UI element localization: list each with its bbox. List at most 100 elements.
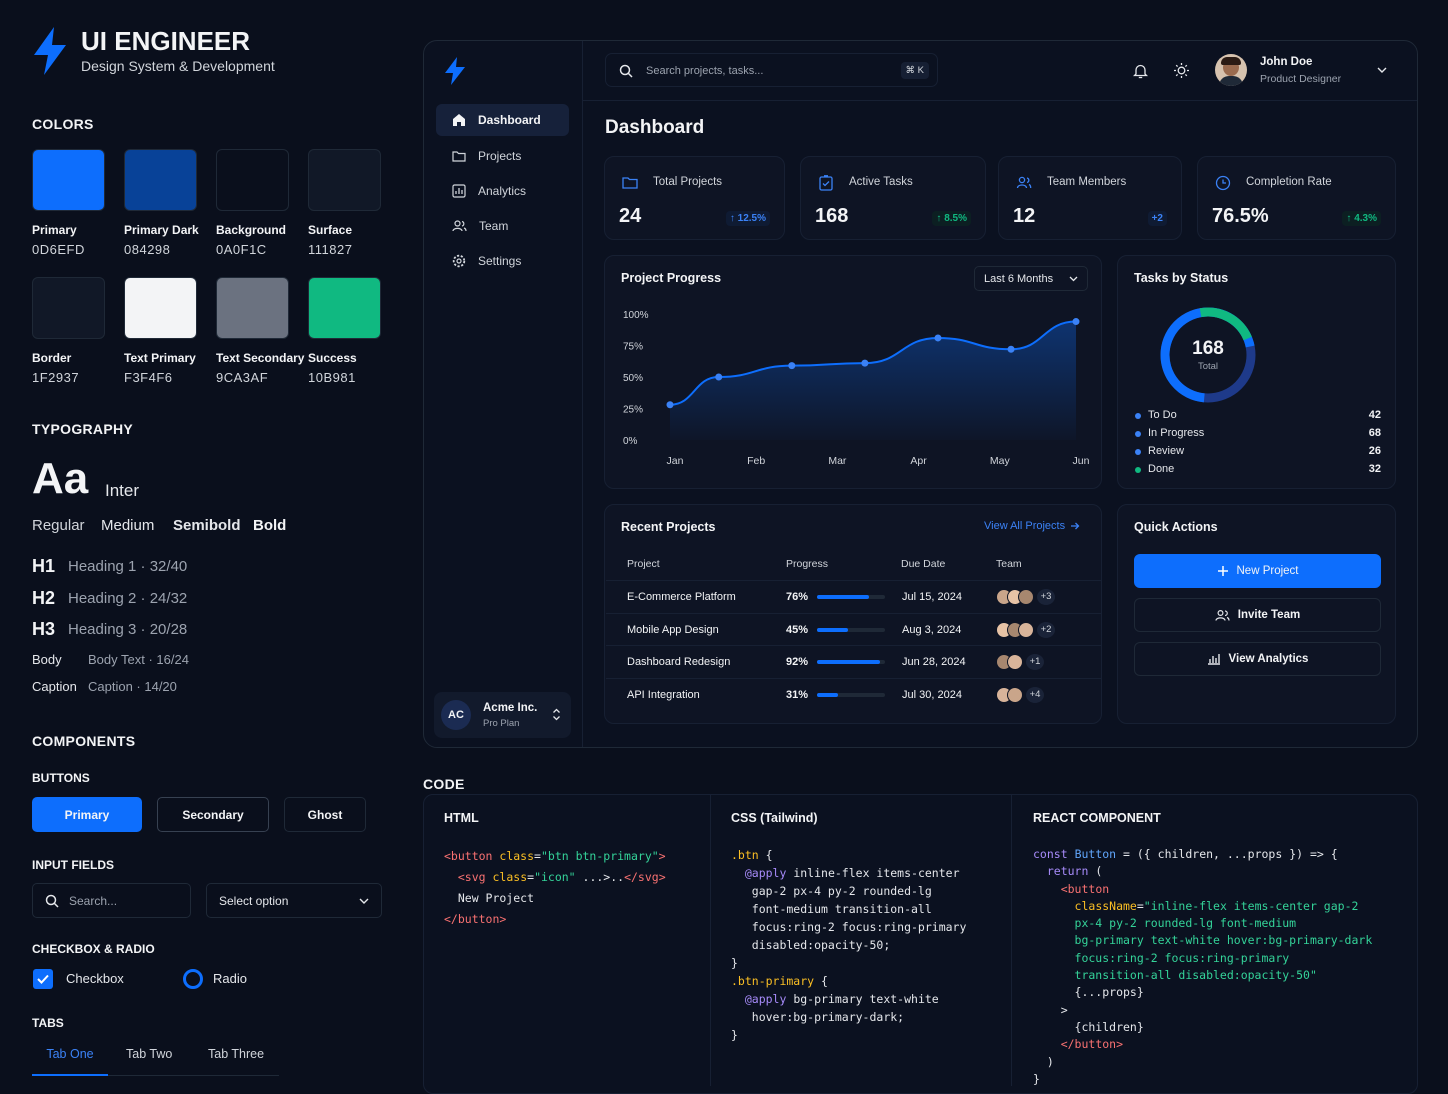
- y-tick-label: 75%: [623, 342, 643, 353]
- new-project-label: New Project: [1236, 565, 1299, 577]
- table-row[interactable]: Dashboard Redesign 92% Jun 28, 2024 +1: [606, 645, 1101, 677]
- data-point[interactable]: [934, 334, 942, 342]
- typography-heading: TYPOGRAPHY: [32, 421, 134, 437]
- col-due-date: Due Date: [901, 558, 946, 570]
- global-search-input[interactable]: Search projects, tasks... ⌘ K: [605, 53, 938, 87]
- progress-bar-fill: [817, 692, 839, 697]
- sidebar-item-analytics[interactable]: Analytics: [436, 175, 569, 207]
- color-swatch: [124, 277, 197, 339]
- team-avatar: [1007, 654, 1023, 670]
- secondary-button[interactable]: Secondary: [157, 797, 269, 832]
- chevron-down-icon: [359, 898, 369, 904]
- primary-button[interactable]: Primary: [32, 797, 142, 832]
- view-analytics-button[interactable]: View Analytics: [1134, 642, 1381, 676]
- sidebar-item-team[interactable]: Team: [436, 210, 569, 242]
- new-project-button[interactable]: New Project: [1134, 554, 1381, 588]
- tab-two[interactable]: Tab Two: [126, 1047, 173, 1061]
- range-select[interactable]: Last 6 Months: [974, 266, 1088, 291]
- project-progress-value: 92%: [786, 656, 809, 668]
- radio[interactable]: [183, 969, 203, 989]
- progress-bar-fill: [817, 595, 869, 599]
- project-due-date: Jun 28, 2024: [902, 656, 966, 668]
- search-icon: [45, 894, 59, 908]
- project-progress-value: 76%: [786, 591, 809, 603]
- color-swatch: [216, 277, 289, 339]
- swatch-name: Background: [216, 223, 287, 237]
- table-row[interactable]: API Integration 31% Jul 30, 2024 +4: [606, 677, 1101, 710]
- tab-three[interactable]: Tab Three: [208, 1047, 265, 1061]
- tab-one[interactable]: Tab One: [32, 1047, 108, 1076]
- user-avatar[interactable]: [1215, 54, 1247, 86]
- invite-team-button[interactable]: Invite Team: [1134, 598, 1381, 632]
- org-switcher[interactable]: AC Acme Inc. Pro Plan: [434, 692, 571, 738]
- tasks-total-value: 168: [1192, 338, 1224, 359]
- legend-label: Review: [1148, 445, 1185, 457]
- type-h3-tag: H3: [32, 619, 56, 639]
- html-code-title: HTML: [444, 811, 479, 825]
- select-input[interactable]: Select option: [206, 883, 382, 918]
- app-topbar-divider: [583, 100, 1417, 101]
- progress-bar: [817, 660, 885, 664]
- data-point[interactable]: [861, 359, 869, 367]
- team-extra-count: +2: [1037, 621, 1055, 638]
- inputs-heading: INPUT FIELDS: [32, 858, 115, 872]
- table-row[interactable]: Mobile App Design 45% Aug 3, 2024 +2: [606, 612, 1101, 645]
- type-caption-desc: Caption · 14/20: [88, 679, 177, 694]
- data-point[interactable]: [788, 362, 796, 370]
- data-point[interactable]: [715, 373, 723, 381]
- swatch-hex: 1F2937: [32, 370, 80, 385]
- project-due-date: Aug 3, 2024: [902, 623, 962, 636]
- checkbox[interactable]: [33, 969, 53, 989]
- weight-semibold: Semibold: [173, 517, 241, 534]
- sidebar-item-settings[interactable]: Settings: [436, 245, 569, 277]
- swatch-name: Text Secondary: [216, 351, 305, 365]
- stat-card-total-projects: Total Projects 24 ↑ 12.5%: [604, 156, 785, 240]
- data-point[interactable]: [666, 401, 674, 409]
- team-extra-count: +4: [1026, 686, 1044, 703]
- org-avatar: AC: [441, 700, 471, 730]
- weight-regular: Regular: [32, 517, 85, 534]
- gear-icon: [452, 254, 466, 268]
- sun-icon[interactable]: [1173, 62, 1190, 79]
- react-code-title: REACT COMPONENT: [1033, 811, 1161, 825]
- tasks-status-title: Tasks by Status: [1134, 271, 1229, 285]
- legend-todo: To Do 42: [1134, 408, 1381, 424]
- stat-badge: ↑ 8.5%: [932, 211, 971, 226]
- checkbox-label: Checkbox: [66, 971, 124, 986]
- stat-badge: ↑ 4.3%: [1342, 211, 1381, 226]
- view-analytics-label: View Analytics: [1228, 653, 1309, 665]
- colors-heading: COLORS: [32, 116, 94, 132]
- type-h2-tag: H2: [32, 588, 56, 608]
- swatch-hex: 111827: [308, 242, 353, 257]
- type-h3-desc: Heading 3 · 20/28: [68, 621, 188, 638]
- chevron-down-icon[interactable]: [1377, 67, 1387, 73]
- search-input[interactable]: Search...: [32, 883, 191, 918]
- type-sample: Aa: [32, 454, 89, 503]
- sidebar-item-label: Projects: [478, 149, 522, 163]
- swatch-hex: 9CA3AF: [216, 370, 269, 385]
- legend-value: 32: [1368, 463, 1381, 475]
- sidebar-item-dashboard[interactable]: Dashboard: [436, 104, 569, 136]
- col-project: Project: [627, 558, 660, 570]
- view-all-projects-link[interactable]: View All Projects: [984, 520, 1080, 532]
- color-swatch: [124, 149, 197, 211]
- ghost-button[interactable]: Ghost: [284, 797, 366, 832]
- stat-title: Completion Rate: [1246, 176, 1332, 188]
- color-swatch: [308, 277, 381, 339]
- sidebar-item-projects[interactable]: Projects: [436, 140, 569, 172]
- stat-title: Active Tasks: [849, 176, 913, 188]
- swatch-hex: 0A0F1C: [216, 242, 267, 257]
- folder-icon: [452, 151, 466, 162]
- bell-icon[interactable]: [1133, 63, 1148, 79]
- data-point[interactable]: [1072, 318, 1080, 326]
- table-row[interactable]: E-Commerce Platform 76% Jul 15, 2024 +3: [606, 580, 1101, 612]
- type-body-tag: Body: [32, 652, 62, 667]
- legend-in-progress: In Progress 68: [1134, 426, 1381, 442]
- tabs-underline: [32, 1075, 279, 1076]
- type-family: Inter: [105, 481, 140, 500]
- y-tick-label: 0%: [623, 436, 638, 447]
- y-tick-label: 100%: [623, 310, 649, 321]
- type-h1-tag: H1: [32, 556, 56, 576]
- code-divider-2: [1011, 795, 1012, 1086]
- data-point[interactable]: [1007, 345, 1015, 353]
